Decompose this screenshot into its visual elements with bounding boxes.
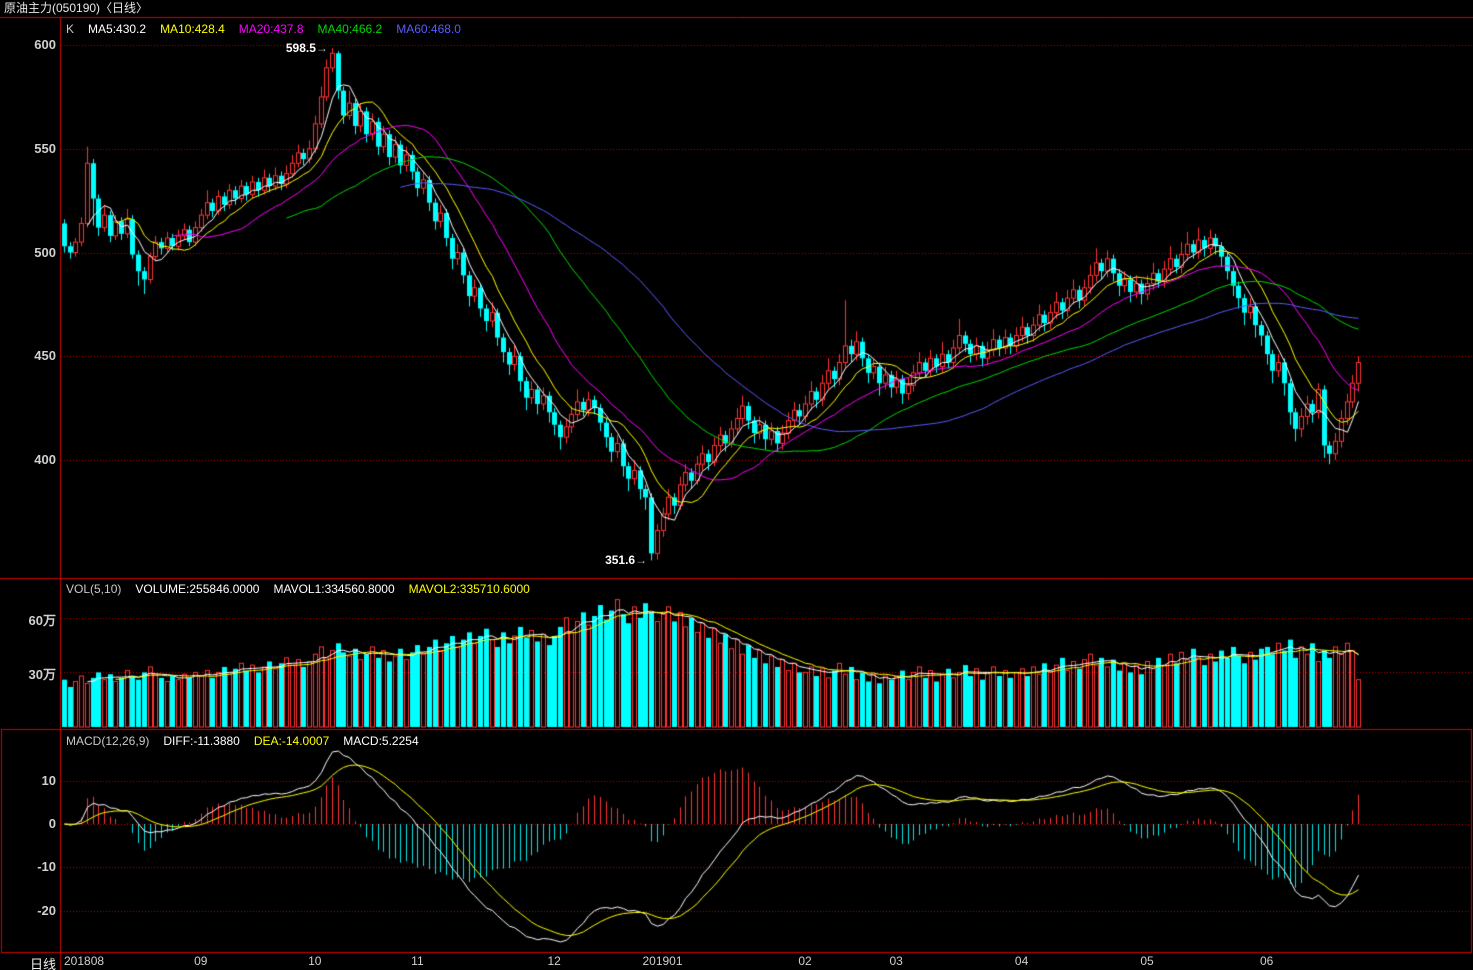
x-axis-month-label: 09	[194, 954, 208, 968]
x-axis-month-label: 03	[889, 954, 903, 968]
high-price-annotation: 598.5→	[285, 41, 328, 56]
macd-axis-label: -20	[37, 902, 56, 918]
x-axis-month-label: 05	[1140, 954, 1154, 968]
x-axis-month-label: 06	[1260, 954, 1274, 968]
price-axis-label: 500	[34, 244, 56, 260]
ma40-label: MA40:466.2	[317, 22, 383, 36]
ma60-label: MA60:468.0	[396, 22, 461, 36]
volume-indicator-header: VOL(5,10) VOLUME:255846.0000 MAVOL1:3345…	[66, 582, 530, 596]
ma20-label: MA20:437.8	[238, 22, 304, 36]
macd-axis-label: -10	[37, 859, 56, 875]
macd-value: MACD:5.2254	[343, 734, 419, 748]
macd-indicator-header: MACD(12,26,9) DIFF:-11.3880 DEA:-14.0007…	[66, 734, 419, 748]
period-selector[interactable]: 日线	[29, 957, 56, 970]
right-arrow-icon: →	[315, 41, 328, 56]
x-axis-month-label: 201901	[642, 954, 683, 968]
volume-axis-label: 30万	[28, 667, 56, 683]
x-axis-month-label: 11	[411, 954, 424, 968]
mavol1-value: MAVOL1:334560.8000	[273, 582, 395, 596]
vol-param-label: VOL(5,10)	[66, 582, 122, 596]
macd-param-label: MACD(12,26,9)	[66, 734, 150, 748]
price-axis-label: 600	[34, 37, 56, 52]
macd-axis-label: 0	[48, 816, 56, 831]
price-axis-label: 450	[34, 348, 56, 364]
ma10-label: MA10:428.4	[160, 22, 225, 36]
diff-value: DIFF:-11.3880	[163, 734, 240, 748]
k-label: K	[66, 22, 75, 36]
right-arrow-icon: →	[635, 553, 648, 568]
x-axis-month-label: 10	[308, 954, 322, 968]
macd-axis-label: 10	[41, 772, 56, 788]
price-axis-label: 550	[34, 140, 56, 156]
volume-value: VOLUME:255846.0000	[135, 582, 260, 596]
x-axis-month-label: 04	[1014, 954, 1029, 968]
window-title: 原油主力(050190)〈日线〉	[4, 1, 149, 15]
dea-value: DEA:-14.0007	[253, 734, 330, 748]
x-axis-month-label: 201808	[64, 954, 105, 968]
price-axis-label: 400	[34, 452, 56, 467]
x-axis-month-label: 02	[798, 954, 812, 968]
ma-indicator-header: K MA5:430.2 MA10:428.4 MA20:437.8 MA40:4…	[66, 22, 461, 36]
ma5-label: MA5:430.2	[88, 22, 147, 36]
low-price-annotation: 351.6→	[605, 553, 648, 568]
mavol2-value: MAVOL2:335710.6000	[408, 582, 530, 596]
volume-axis-label: 60万	[28, 612, 56, 628]
x-axis-month-label: 12	[547, 954, 561, 968]
